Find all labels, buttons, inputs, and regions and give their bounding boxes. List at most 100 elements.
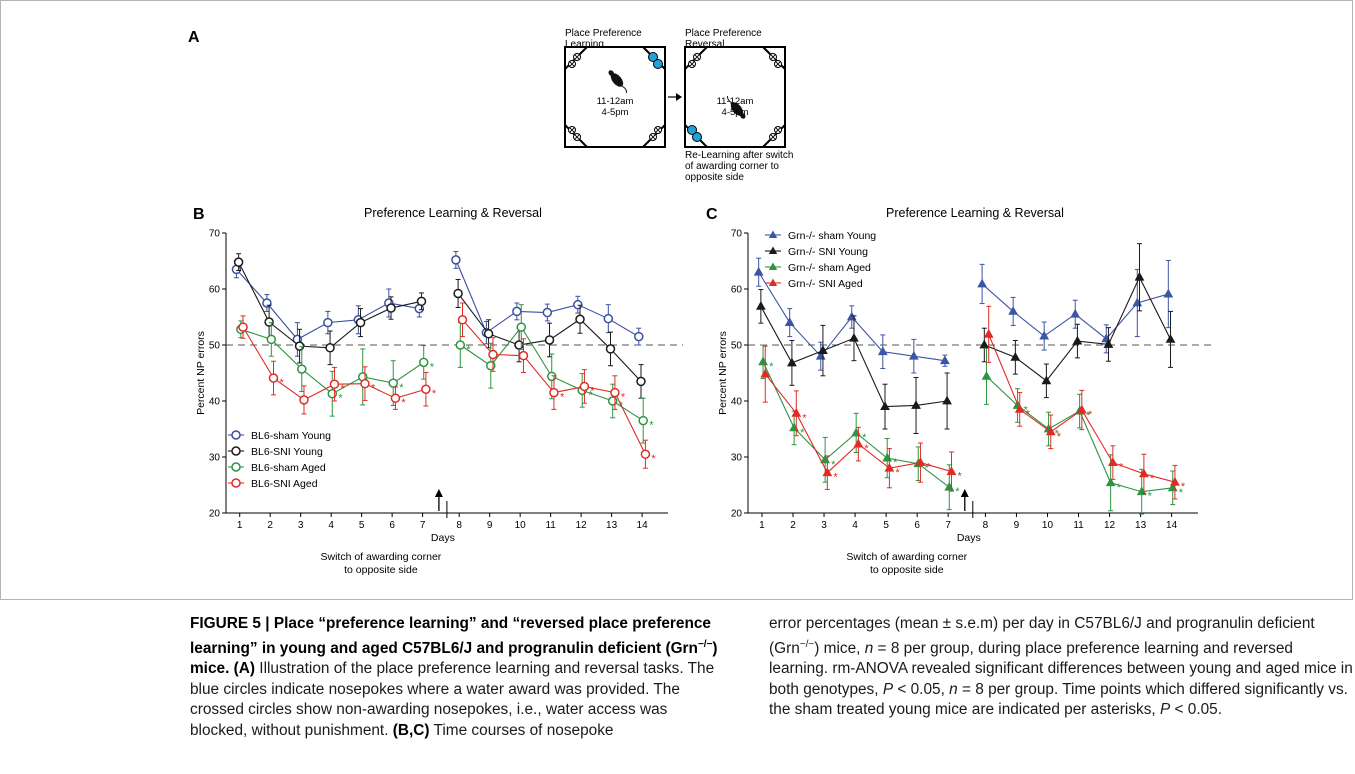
x-tick-label: 5 [883, 520, 889, 531]
y-tick-label: 40 [731, 397, 743, 408]
data-point [851, 427, 862, 437]
legend-label: BL6-sham Aged [251, 462, 326, 474]
data-point [603, 313, 614, 324]
significance-star: * [802, 412, 807, 424]
blocked-nosepoke-cross [775, 127, 781, 133]
blocked-nosepoke-cross [650, 134, 656, 140]
data-point [573, 299, 583, 310]
series-grn-sni-aged: **** ******** [760, 305, 1186, 500]
x-tick-label: 10 [1042, 520, 1054, 531]
caption-a-label: (A) [233, 660, 256, 677]
data-point [908, 350, 919, 360]
data-point [791, 408, 802, 417]
data-point [636, 376, 646, 387]
significance-star: * [590, 385, 595, 397]
significance-star: * [1088, 409, 1093, 421]
significance-star: * [862, 432, 867, 444]
session-time-2: 4-5pm [602, 107, 629, 118]
series-bl6-sni-aged: ** *** **** [238, 302, 656, 469]
x-tick-label: 4 [852, 520, 858, 531]
significance-star: * [1024, 404, 1029, 416]
award-nosepoke-icon [692, 132, 702, 142]
data-point [512, 306, 522, 317]
session-time-2: 4-5pm [722, 107, 749, 118]
data-point [822, 467, 833, 477]
chart-title: Preference Learning & Reversal [364, 206, 542, 220]
data-point [323, 317, 333, 328]
significance-star: * [831, 459, 836, 471]
y-tick-label: 40 [209, 397, 221, 408]
data-point [979, 339, 990, 349]
caption-bc-continued: error percentages (mean ± s.e.m) per day… [769, 615, 1353, 718]
box1-title: Place Preference Learning [565, 28, 642, 50]
data-point [1041, 375, 1052, 385]
data-point [640, 449, 651, 459]
significance-star: * [1086, 410, 1091, 422]
data-point [327, 388, 338, 399]
chart-c: C Preference Learning & Reversal 20 30 40 50 6… [706, 206, 1213, 576]
significance-star: * [1179, 487, 1184, 499]
legend-marker [768, 246, 778, 254]
data-point [516, 322, 527, 332]
data-point [262, 298, 272, 308]
significance-star: * [1181, 481, 1186, 493]
legend-marker [231, 430, 241, 440]
data-point [1076, 404, 1087, 414]
panel-label: C [706, 206, 718, 223]
chart-title: Preference Learning & Reversal [886, 206, 1064, 220]
x-tick-label: 14 [1166, 520, 1178, 531]
data-point [455, 340, 466, 350]
relearning-note: Re-Learning after switch of awarding corn… [685, 150, 793, 183]
x-tick-label: 14 [637, 520, 649, 531]
blocked-nosepoke-cross [569, 127, 575, 133]
data-point [784, 317, 795, 326]
y-tick-label: 20 [209, 509, 221, 520]
blocked-nosepoke-cross [655, 127, 661, 133]
data-point [787, 357, 797, 367]
blocked-nosepoke-cross [775, 61, 781, 67]
significance-star: * [1119, 462, 1124, 474]
legend: Grn-/- sham Young Grn-/- SNI Young Grn-/- … [765, 230, 876, 290]
x-tick-label: 11 [1073, 520, 1084, 531]
data-point [299, 395, 309, 405]
caption-bc-label: (B,C) [392, 721, 430, 739]
blocked-nosepoke-cross [770, 54, 776, 60]
y-tick-label: 70 [209, 229, 221, 240]
legend-label: BL6-sham Young [251, 430, 331, 442]
legend-label: Grn-/- SNI Aged [788, 278, 863, 290]
data-point [942, 395, 952, 405]
box2-title: Place Preference Reversal [685, 28, 762, 50]
data-point [607, 396, 618, 406]
reversal-arena-outline [684, 46, 786, 148]
data-point [753, 266, 764, 276]
series-grn-sham-young [753, 257, 1174, 374]
data-point [758, 356, 768, 366]
data-point [605, 344, 616, 354]
data-point [1072, 335, 1083, 345]
blocked-nosepoke-cross [574, 134, 580, 140]
x-tick-label: 9 [1014, 520, 1020, 531]
legend-label: BL6-SNI Aged [251, 478, 318, 490]
significance-star: * [895, 467, 900, 479]
x-tick-label: 2 [267, 520, 273, 531]
y-axis-label: Percent NP errors [717, 331, 729, 415]
caption-bc-text: Time courses of nosepoke [429, 721, 614, 739]
mouse-body [610, 73, 624, 87]
significance-star: * [401, 397, 406, 409]
data-point [1107, 457, 1118, 466]
blocked-nosepoke-cross [574, 54, 580, 60]
data-point [360, 378, 370, 389]
arrow-head-icon [676, 93, 682, 101]
data-point [760, 368, 771, 378]
y-axis-label: Percent NP errors [195, 331, 207, 415]
series-line [455, 259, 640, 338]
x-tick-label: 13 [1135, 520, 1147, 531]
data-point [325, 343, 335, 353]
data-point [542, 307, 553, 318]
data-point [418, 357, 429, 368]
figure-caption: FIGURE 5 | Place “preference learning” a… [190, 614, 1355, 774]
mouse-body [730, 102, 744, 116]
data-point [981, 371, 992, 380]
legend-label: BL6-SNI Young [251, 446, 323, 458]
